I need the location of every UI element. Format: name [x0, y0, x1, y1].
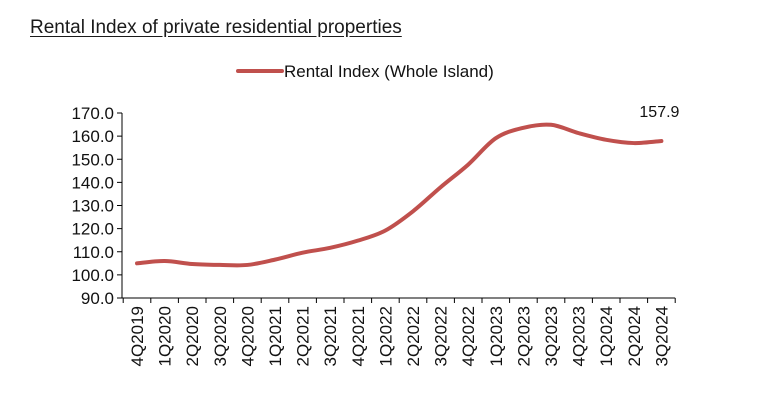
x-tick-label: 3Q2023: [542, 306, 561, 367]
x-tick-label: 2Q2020: [183, 306, 202, 367]
y-tick-label: 100.0: [71, 266, 114, 285]
x-axis: 4Q2019 1Q2020 2Q2020 3Q2020 4Q2020 1Q2021 2Q20…: [122, 297, 676, 367]
y-tick-label: 160.0: [71, 127, 114, 146]
x-tick-label: 4Q2021: [349, 306, 368, 367]
series-layer: [135, 122, 664, 268]
x-tick-label: 2Q2024: [625, 306, 644, 367]
data-label: 157.9: [639, 104, 679, 121]
y-tick-label: 140.0: [71, 173, 114, 192]
x-tick-label: 3Q2021: [321, 306, 340, 367]
x-tick-label: 1Q2020: [156, 306, 175, 367]
x-tick-label: 3Q2020: [211, 306, 230, 367]
y-axis: 170.0 160.0 150.0 140.0 130.0 120.0 110.0 100.0…: [71, 104, 123, 308]
x-tick-label: 1Q2021: [266, 306, 285, 367]
y-tick-label: 150.0: [71, 150, 114, 169]
y-tick-label: 130.0: [71, 197, 114, 216]
y-tick-label: 120.0: [71, 220, 114, 239]
legend-label: Rental Index (Whole Island): [284, 62, 494, 81]
x-tick-label: 4Q2023: [570, 306, 589, 367]
legend: Rental Index (Whole Island): [236, 62, 494, 81]
x-tick-label: 4Q2019: [128, 306, 147, 367]
x-tick-label: 2Q2022: [404, 306, 423, 367]
x-tick-label: 1Q2022: [376, 306, 395, 367]
data-labels: 157.9: [639, 104, 679, 121]
page-heading: Rental Index of private residential prop…: [30, 17, 402, 38]
x-tick-label: 1Q2023: [487, 306, 506, 367]
x-tick-label: 2Q2023: [514, 306, 533, 367]
y-tick-label: 170.0: [71, 104, 114, 123]
x-tick-label: 3Q2022: [432, 306, 451, 367]
x-tick-label: 4Q2020: [238, 306, 257, 367]
y-tick-label: 90.0: [81, 289, 114, 308]
series-line: [135, 122, 664, 268]
x-tick-label: 1Q2024: [597, 306, 616, 367]
x-tick-label: 4Q2022: [459, 306, 478, 367]
x-tick-label: 2Q2021: [294, 306, 313, 367]
x-tick-label: 3Q2024: [652, 306, 671, 367]
y-tick-label: 110.0: [73, 243, 114, 262]
